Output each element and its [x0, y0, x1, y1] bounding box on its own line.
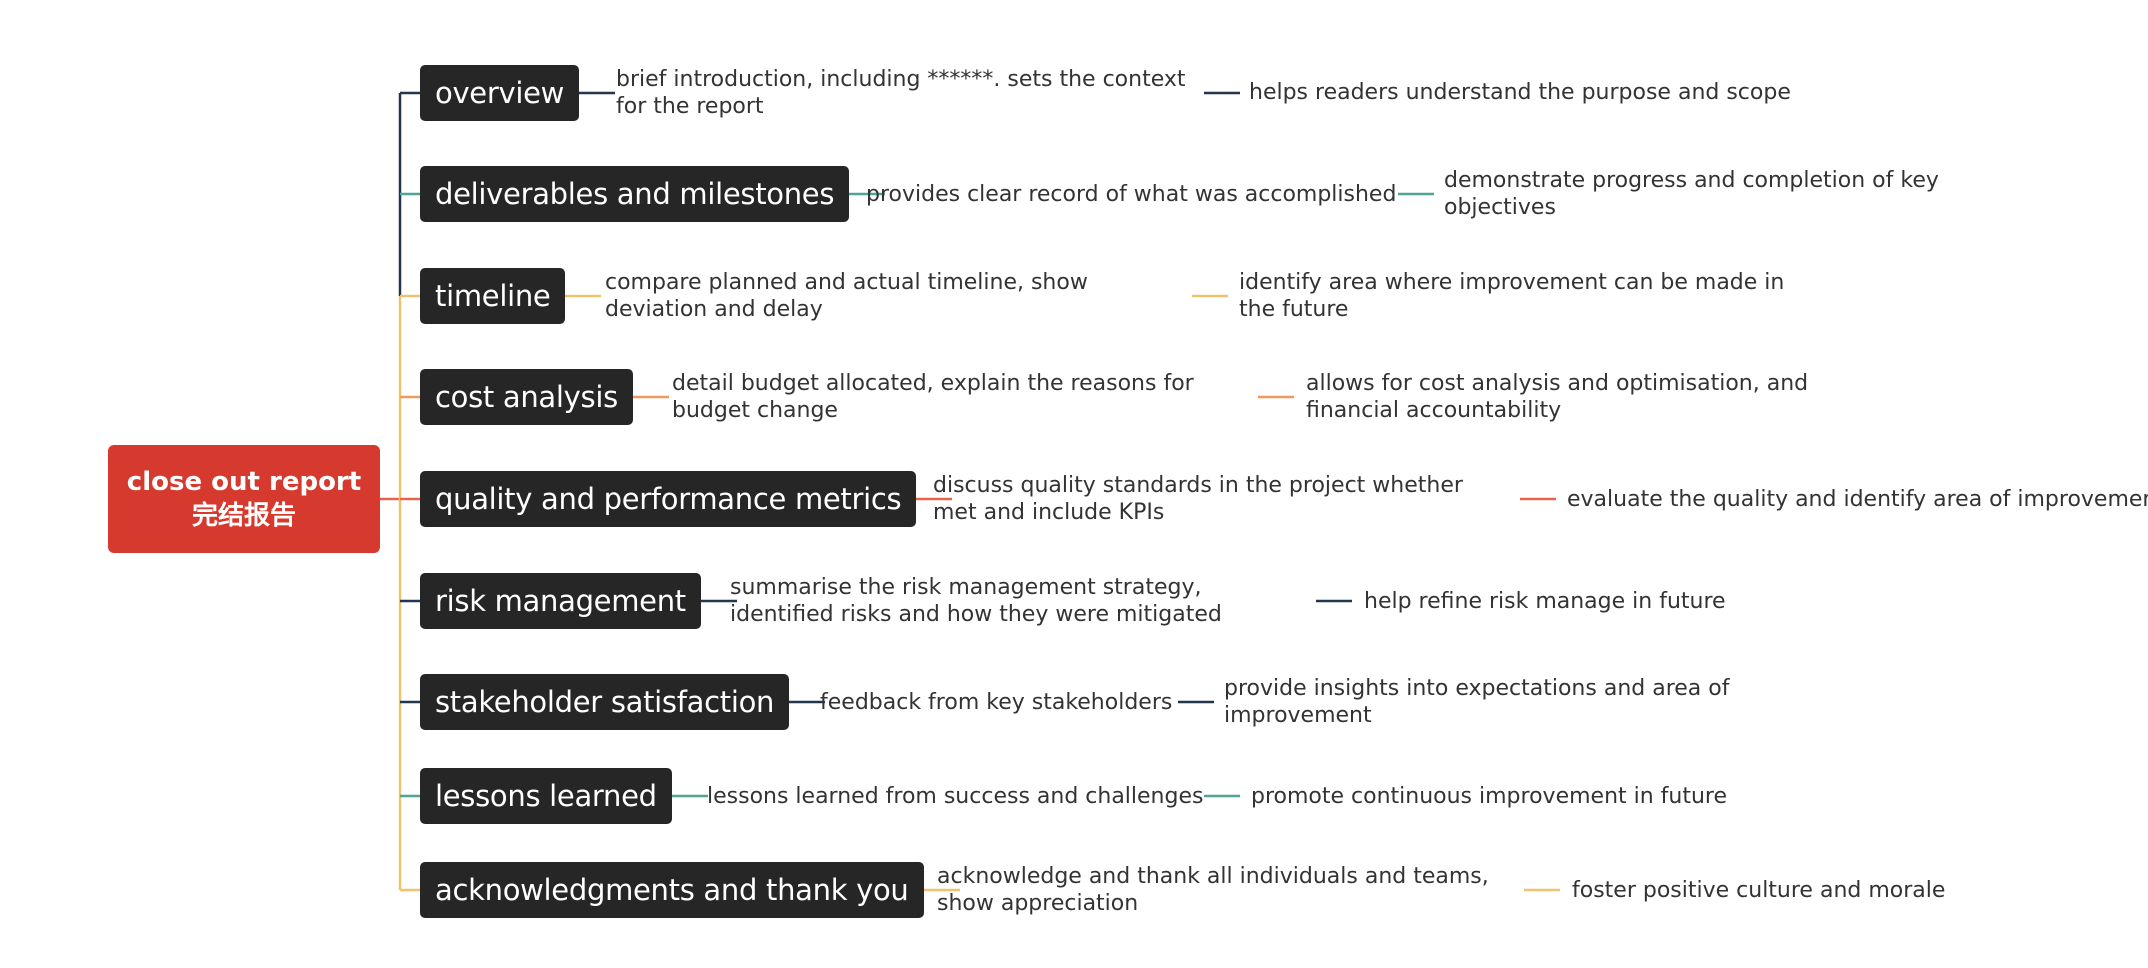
branch-risk-management-purpose: help refine risk manage in future — [1364, 589, 1726, 614]
branch-stakeholder-satisfaction[interactable]: stakeholder satisfaction — [420, 674, 790, 730]
branch-stakeholder-satisfaction-description: feedback from key stakeholders — [820, 690, 1173, 715]
root-title-zh: 完结报告 — [191, 501, 296, 531]
branch-overview-purpose: helps readers understand the purpose and… — [1249, 80, 1791, 105]
branch-quality-metrics[interactable]: quality and performance metrics — [420, 471, 917, 527]
root-title-en: close out report — [126, 467, 362, 497]
branch-deliverables-purpose: demonstrate progress and completion of k… — [1444, 168, 1939, 220]
branch-acknowledgments[interactable]: acknowledgments and thank you — [420, 862, 924, 918]
branch-risk-management-description: summarise the risk management strategy, … — [730, 575, 1222, 627]
branch-risk-management[interactable]: risk management — [420, 573, 701, 629]
root-node[interactable]: close out report 完结报告 — [108, 445, 380, 553]
branch-quality-metrics-purpose: evaluate the quality and identify area o… — [1567, 487, 2148, 512]
branch-cost-analysis[interactable]: cost analysis — [420, 369, 633, 425]
branch-lessons-learned-purpose: promote continuous improvement in future — [1251, 784, 1728, 809]
branch-lessons-learned-description: lessons learned from success and challen… — [707, 784, 1204, 809]
branch-timeline-description: compare planned and actual timeline, sho… — [605, 270, 1088, 322]
branch-acknowledgments-purpose: foster positive culture and morale — [1572, 878, 1946, 903]
branch-timeline-purpose: identify area where improvement can be m… — [1239, 270, 1785, 322]
branch-timeline[interactable]: timeline — [420, 268, 566, 324]
branch-overview-description: brief introduction, including ******. se… — [616, 67, 1186, 119]
branch-acknowledgments-description: acknowledge and thank all individuals an… — [937, 864, 1489, 916]
branch-quality-metrics-description: discuss quality standards in the project… — [933, 473, 1463, 525]
branch-cost-analysis-purpose: allows for cost analysis and optimisatio… — [1306, 371, 1809, 423]
branch-deliverables-description: provides clear record of what was accomp… — [866, 182, 1397, 207]
branch-deliverables[interactable]: deliverables and milestones — [420, 166, 850, 222]
branch-cost-analysis-description: detail budget allocated, explain the rea… — [672, 371, 1194, 423]
branch-overview[interactable]: overview — [420, 65, 580, 121]
branch-lessons-learned[interactable]: lessons learned — [420, 768, 672, 824]
branch-stakeholder-satisfaction-purpose: provide insights into expectations and a… — [1224, 676, 1730, 728]
